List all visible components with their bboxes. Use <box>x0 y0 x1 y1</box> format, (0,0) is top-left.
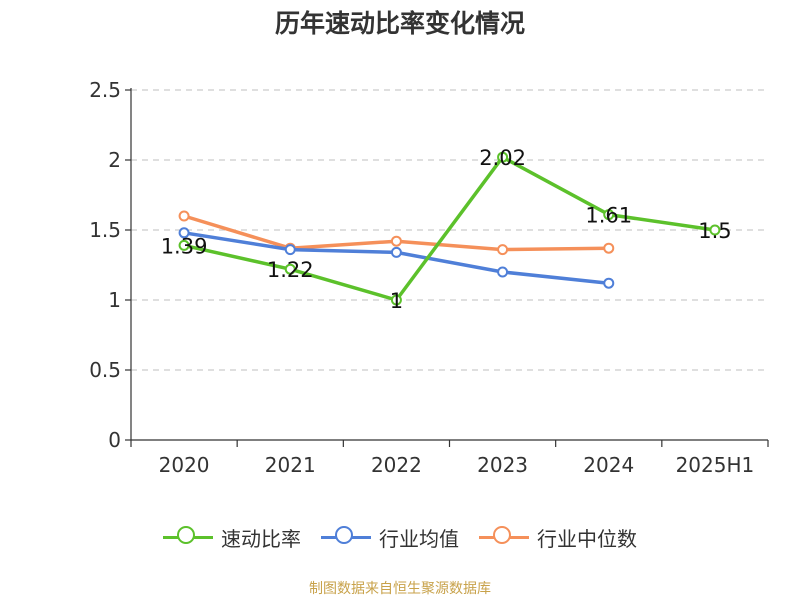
legend-item-2[interactable]: 行业中位数 <box>479 523 637 552</box>
legend-label: 行业中位数 <box>537 526 637 551</box>
chart-title: 历年速动比率变化情况 <box>274 9 525 38</box>
legend-item-0[interactable]: 速动比率 <box>163 523 301 552</box>
series-point-1 <box>497 266 509 278</box>
series-point-1 <box>603 277 615 289</box>
legend-marker-icon <box>163 525 213 549</box>
y-tick-label: 2 <box>108 148 121 172</box>
y-tick-label: 1.5 <box>89 218 121 242</box>
series-point-0 <box>390 294 402 306</box>
series-point-0 <box>709 224 721 236</box>
legend-label: 速动比率 <box>221 526 301 551</box>
series-point-2 <box>178 210 190 222</box>
x-tick-label: 2021 <box>265 453 316 477</box>
y-tick-label: 0 <box>108 428 121 452</box>
series-point-0 <box>178 239 190 251</box>
data-label: 1.61 <box>585 204 632 228</box>
x-tick-label: 2025H1 <box>676 453 755 477</box>
series-point-0 <box>284 263 296 275</box>
data-label: 1 <box>390 289 403 313</box>
legend-label: 行业均值 <box>379 526 459 551</box>
series-point-1 <box>390 246 402 258</box>
series-point-0 <box>497 151 509 163</box>
x-tick-label: 2024 <box>583 453 634 477</box>
series-point-1 <box>284 244 296 256</box>
y-tick-label: 1 <box>108 288 121 312</box>
chart-legend: 速动比率 行业均值 行业中位数 <box>0 520 800 554</box>
data-label: 1.5 <box>698 219 731 243</box>
data-label: 2.02 <box>479 146 526 170</box>
x-tick-label: 2020 <box>159 453 210 477</box>
y-tick-label: 0.5 <box>89 358 121 382</box>
legend-marker-icon <box>479 525 529 549</box>
legend-marker-icon <box>321 525 371 549</box>
series-point-2 <box>603 242 615 254</box>
data-label: 1.39 <box>161 234 208 258</box>
series-point-0 <box>603 209 615 221</box>
legend-item-1[interactable]: 行业均值 <box>321 523 459 552</box>
series-point-2 <box>497 244 509 256</box>
x-tick-label: 2023 <box>477 453 528 477</box>
data-label: 1.22 <box>267 258 314 282</box>
series-point-1 <box>178 227 190 239</box>
x-tick-label: 2022 <box>371 453 422 477</box>
source-note: 制图数据来自恒生聚源数据库 <box>309 581 491 597</box>
series-point-2 <box>390 235 402 247</box>
y-tick-label: 2.5 <box>89 78 121 102</box>
series-line-0 <box>183 155 716 302</box>
